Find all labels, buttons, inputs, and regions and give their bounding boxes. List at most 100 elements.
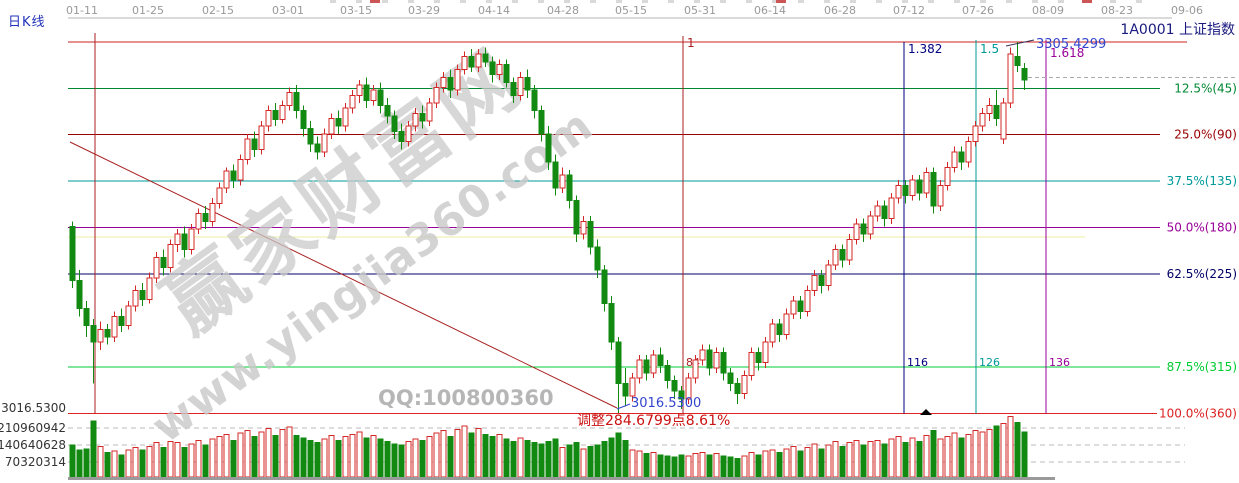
gann-ratio-label: 1 [687, 36, 695, 50]
candle-body [273, 111, 278, 120]
candle-body [1022, 68, 1027, 80]
volume-bar [910, 438, 915, 477]
candle-body [616, 342, 621, 383]
date-tick-label: 05-31 [684, 4, 716, 17]
candle-body [749, 352, 754, 375]
volume-bar [441, 431, 446, 477]
date-tick-label: 08-23 [1101, 4, 1133, 17]
candle-body [651, 355, 656, 373]
candle-body [231, 171, 236, 180]
volume-bar [714, 454, 719, 477]
candle-body [483, 54, 488, 62]
volume-bar [840, 446, 845, 477]
gann-ratio-label: 1.382 [908, 42, 942, 56]
volume-bar [434, 433, 439, 477]
candle-body [756, 352, 761, 362]
volume-bar [602, 442, 607, 477]
volume-bar [588, 446, 593, 477]
volume-bar [483, 434, 488, 477]
bottom-scroll-strip [68, 477, 1055, 480]
candle-body [84, 309, 89, 326]
candle-body [119, 316, 124, 325]
period-label[interactable]: 日K线 [8, 11, 46, 30]
volume-bar [987, 430, 992, 477]
candle-body [672, 381, 677, 391]
candle-body [112, 316, 117, 337]
candle-body [518, 77, 523, 95]
gann-daycount-label: 116 [907, 356, 928, 369]
volume-bar [385, 442, 390, 477]
volume-bar [1001, 424, 1006, 477]
gann-daycount-label: 136 [1049, 356, 1070, 369]
candle-body [175, 234, 180, 244]
volume-bar [637, 451, 642, 477]
candle-body [315, 144, 320, 152]
gann-level-label: 50.0%(180) [1167, 221, 1237, 235]
volume-bar [1008, 416, 1013, 477]
volume-bar [154, 443, 159, 477]
candle-body [896, 185, 901, 198]
gann-daycount-label: 126 [979, 356, 1000, 369]
volume-axis-label: 140640628 [0, 438, 66, 452]
gann-level-label: 87.5%(315) [1167, 360, 1237, 374]
candle-body [854, 224, 859, 239]
candle-body [154, 257, 159, 278]
volume-bar [371, 436, 376, 477]
candle-body [826, 265, 831, 286]
candle-body [1001, 103, 1006, 139]
candle-body [602, 270, 607, 303]
volume-bar [952, 433, 957, 477]
volume-bar [826, 445, 831, 477]
candle-body [945, 167, 950, 185]
volume-bar [742, 456, 747, 477]
gann-ratio-label: 1.5 [980, 42, 999, 56]
candle-body [385, 106, 390, 116]
volume-bar [875, 440, 880, 477]
volume-bar [140, 450, 145, 477]
candle-body [959, 152, 964, 162]
volume-bar [847, 443, 852, 477]
volume-bar [644, 454, 649, 477]
candle-body [777, 324, 782, 334]
candle-body [469, 57, 474, 67]
candle-body [238, 160, 243, 181]
volume-bar [133, 448, 138, 477]
candle-body [441, 77, 446, 87]
candle-body [700, 350, 705, 360]
volume-bar [574, 443, 579, 477]
volume-bar [973, 431, 978, 477]
candle-body [574, 201, 579, 234]
volume-bar [504, 439, 509, 477]
volume-bar [539, 444, 544, 477]
volume-bar [896, 437, 901, 477]
candle-body [868, 216, 873, 234]
volume-bar [294, 436, 299, 477]
volume-bar [728, 457, 733, 477]
candle-body [266, 111, 271, 126]
candle-body [168, 244, 173, 267]
volume-bar [686, 456, 691, 477]
candle-body [343, 108, 348, 126]
volume-bar [252, 437, 257, 477]
volume-bar [462, 426, 467, 477]
candle-body [413, 113, 418, 126]
candle-body [784, 314, 789, 335]
candle-body [434, 88, 439, 103]
candle-body [833, 250, 838, 265]
volume-bar [175, 443, 180, 477]
candle-body [658, 355, 663, 365]
date-tick-label: 03-01 [272, 4, 304, 17]
candle-body [448, 77, 453, 90]
candle-body [280, 106, 285, 120]
candle-body [399, 131, 404, 141]
candle-body [462, 57, 467, 70]
volume-bar [966, 434, 971, 477]
candle-body [763, 342, 768, 363]
candle-body [350, 95, 355, 108]
volume-bar [455, 430, 460, 477]
volume-bar [777, 452, 782, 477]
volume-bar [532, 443, 537, 477]
candle-body [798, 301, 803, 311]
volume-bar [665, 456, 670, 477]
volume-bar [77, 450, 82, 477]
